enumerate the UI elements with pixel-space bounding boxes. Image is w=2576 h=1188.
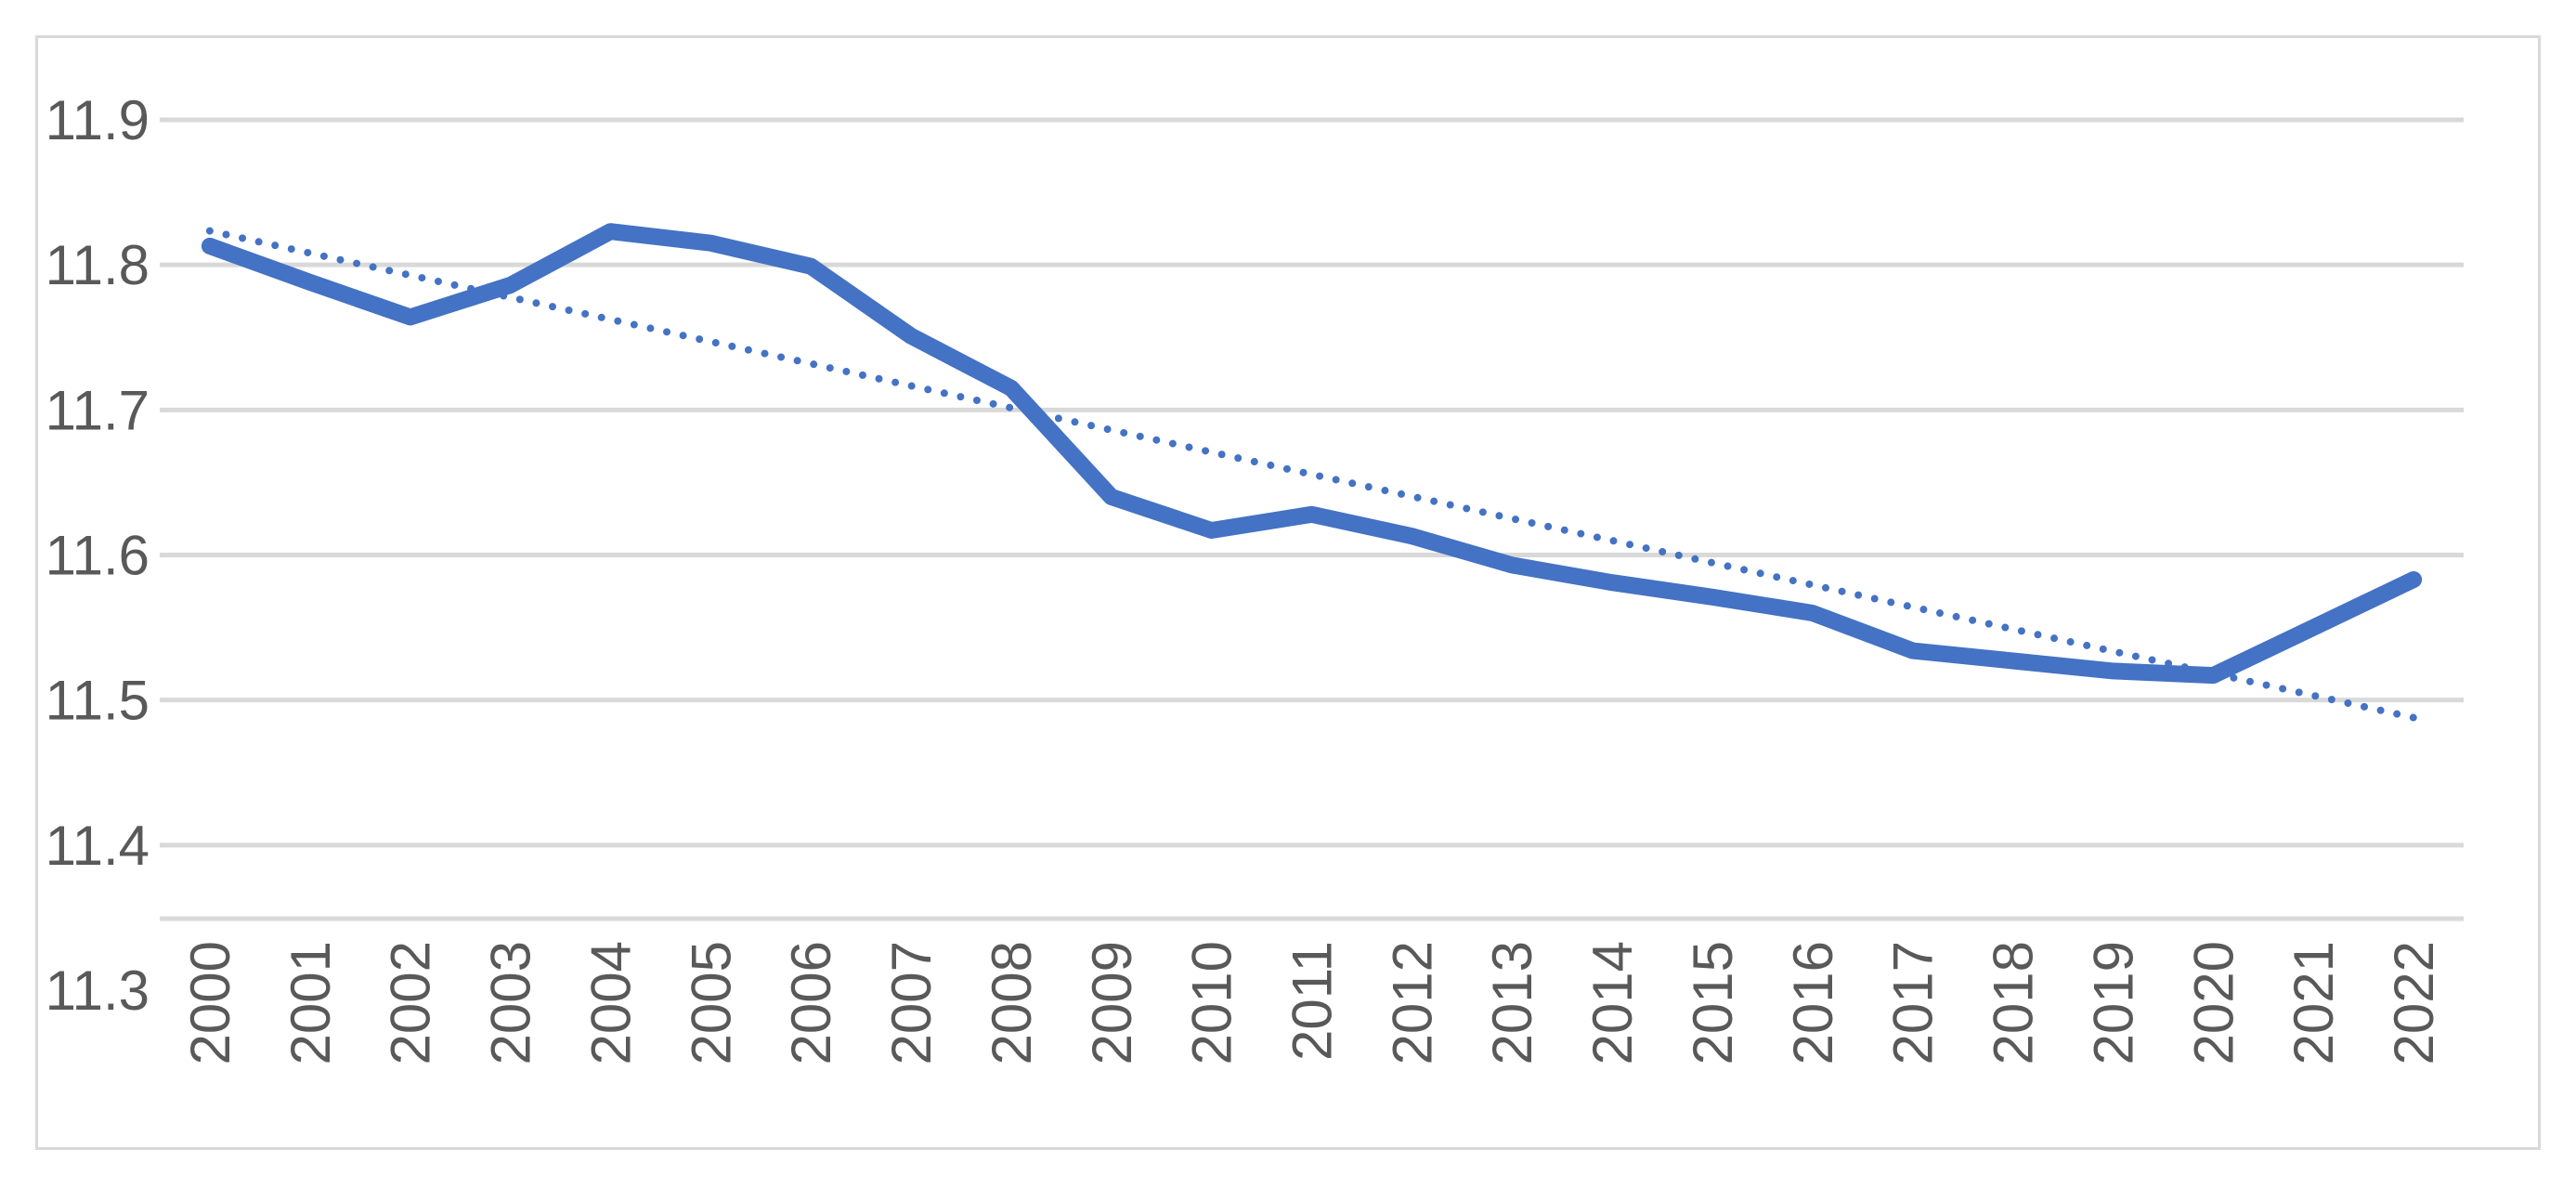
- y-axis-tick-labels: 11.3 11.4 11.5 11.6 11.7 11.8 11.9: [46, 89, 150, 1022]
- x-tick-label: 2001: [280, 941, 342, 1064]
- x-tick-label: 2020: [2182, 941, 2244, 1064]
- trendline-point: [709, 341, 711, 343]
- x-tick-label: 2013: [1481, 941, 1543, 1064]
- x-axis-tick-labels: 2000 2001 2002 2003 2004 2005 2006 2007 2008 2009…: [179, 941, 2445, 1064]
- trendline-point: [609, 319, 611, 320]
- x-tick-label: 2007: [880, 941, 943, 1064]
- y-tick-label: 11.9: [46, 89, 150, 151]
- trendline-series: [205, 227, 2418, 722]
- x-tick-label: 2011: [1281, 941, 1344, 1061]
- x-tick-label: 2009: [1081, 941, 1143, 1064]
- x-tick-label: 2010: [1181, 941, 1243, 1064]
- y-tick-label: 11.4: [46, 815, 150, 877]
- trendline-point: [2012, 628, 2014, 630]
- trendline-point: [1211, 451, 1213, 453]
- data-series-line: [201, 223, 2423, 685]
- x-tick-label: 2004: [579, 941, 642, 1064]
- x-tick-label: 2021: [2283, 941, 2345, 1064]
- x-tick-label: 2018: [1983, 941, 2045, 1064]
- y-tick-label: 11.5: [46, 670, 150, 732]
- line-chart: 11.311.411.511.611.711.811.9 2000 2001 200…: [46, 89, 2464, 1064]
- x-tick-label: 2019: [2082, 941, 2144, 1064]
- trendline-point: [410, 274, 411, 276]
- x-tick-label: 2014: [1581, 941, 1644, 1064]
- x-tick-label: 2015: [1682, 941, 1744, 1064]
- trendline-point: [1411, 495, 1412, 497]
- x-tick-label: 2016: [1782, 941, 1844, 1064]
- x-tick-label: 2012: [1381, 941, 1443, 1064]
- series-lines: [201, 223, 2423, 722]
- x-tick-label: 2022: [2383, 941, 2445, 1064]
- x-tick-label: 2006: [780, 941, 842, 1064]
- y-tick-label: 11.7: [46, 379, 150, 441]
- chart-frame: 11.3 11.4 11.5 11.6 11.7 11.8 11.9 2000 2001 200…: [35, 35, 2541, 1150]
- x-tick-label: 2002: [380, 941, 442, 1064]
- trendline-point: [2113, 650, 2114, 652]
- y-tick-label: 11.8: [46, 234, 150, 296]
- x-tick-label: 2008: [981, 941, 1043, 1064]
- x-tick-label: 2017: [1882, 941, 1945, 1064]
- x-tick-label: 2005: [680, 941, 742, 1064]
- x-tick-label: 2000: [179, 941, 241, 1064]
- trendline-point: [1311, 474, 1313, 476]
- x-tick-label: 2003: [480, 941, 542, 1064]
- y-tick-label: 11.6: [46, 525, 150, 587]
- trendline-point: [510, 296, 512, 298]
- y-tick-label: 11.3: [46, 960, 150, 1022]
- trendline-point: [1912, 607, 1914, 608]
